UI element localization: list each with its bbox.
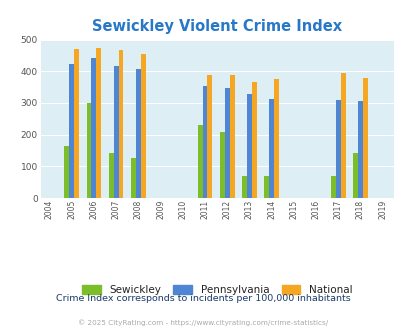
Legend: Sewickley, Pennsylvania, National: Sewickley, Pennsylvania, National [77, 280, 357, 301]
Bar [91, 58, 96, 198]
Bar [197, 124, 202, 198]
Bar [340, 74, 345, 198]
Bar [96, 48, 101, 198]
Bar [207, 75, 212, 198]
Bar [136, 69, 141, 198]
Bar [220, 132, 224, 198]
Bar [251, 82, 256, 198]
Bar [269, 99, 273, 198]
Bar [273, 79, 278, 198]
Bar [241, 176, 246, 198]
Bar [86, 103, 91, 198]
Text: Crime Index corresponds to incidents per 100,000 inhabitants: Crime Index corresponds to incidents per… [55, 294, 350, 303]
Bar [335, 100, 340, 198]
Bar [229, 75, 234, 198]
Bar [264, 176, 269, 198]
Bar [362, 78, 367, 198]
Bar [224, 88, 229, 198]
Bar [131, 158, 136, 198]
Bar [64, 147, 69, 198]
Bar [352, 153, 357, 198]
Bar [118, 50, 123, 198]
Bar [141, 54, 145, 198]
Bar [113, 66, 118, 198]
Bar [202, 86, 207, 198]
Bar [246, 94, 251, 198]
Bar [109, 153, 113, 198]
Bar [357, 101, 362, 198]
Title: Sewickley Violent Crime Index: Sewickley Violent Crime Index [92, 19, 341, 34]
Bar [74, 50, 79, 198]
Text: © 2025 CityRating.com - https://www.cityrating.com/crime-statistics/: © 2025 CityRating.com - https://www.city… [78, 319, 327, 326]
Bar [69, 64, 74, 198]
Bar [330, 176, 335, 198]
